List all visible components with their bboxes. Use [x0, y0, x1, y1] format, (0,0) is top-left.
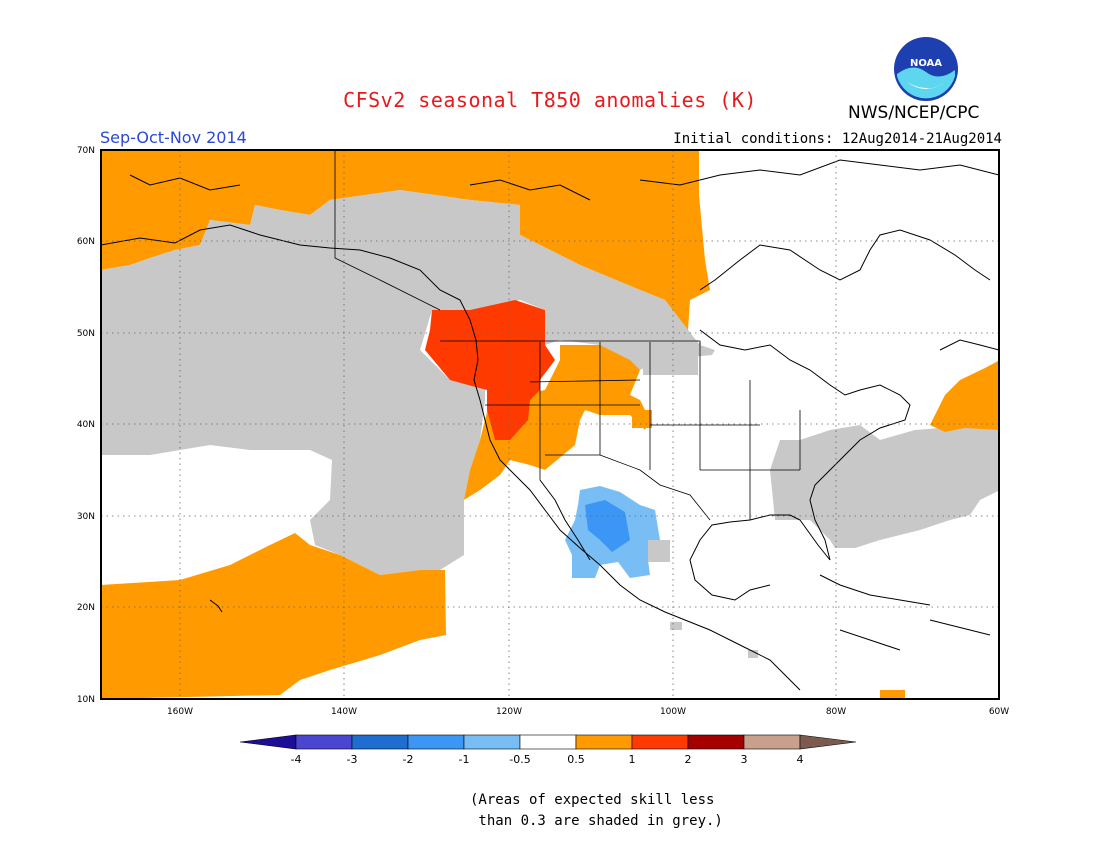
lat-label: 60N	[77, 237, 95, 247]
map-title: CFSv2 seasonal T850 anomalies (K)	[343, 88, 757, 112]
legend-tick-label: -0.5	[509, 753, 530, 766]
legend-tick-label: -1	[459, 753, 470, 766]
lat-label: 70N	[77, 146, 95, 156]
skill-footnote: (Areas of expected skill less than 0.3 a…	[470, 790, 723, 832]
legend-tick-label: -3	[347, 753, 358, 766]
lon-label: 60W	[989, 707, 1009, 717]
legend-tick-label: 3	[741, 753, 748, 766]
orange-region-subtropics	[101, 533, 446, 699]
legend-swatch	[295, 734, 353, 750]
footnote-line-2: than 0.3 are shaded in grey.)	[470, 813, 723, 829]
season-label: Sep-Oct-Nov 2014	[100, 128, 247, 147]
anomaly-shading	[101, 150, 999, 699]
orange-region-west-us	[464, 345, 650, 500]
legend-tick-label: 0.5	[567, 753, 585, 766]
grey-patch-caribbean	[748, 650, 758, 658]
lon-label: 140W	[331, 707, 357, 717]
legend-swatch-lowest	[239, 734, 297, 750]
anomaly-map: 70N 60N 50N 40N 30N 20N 10N 160W 140W 12…	[77, 146, 1009, 766]
legend-swatch	[631, 734, 689, 750]
legend-tick-label: -2	[403, 753, 414, 766]
legend-tick-label: -4	[291, 753, 302, 766]
agency-label: NWS/NCEP/CPC	[848, 103, 980, 123]
legend-swatch	[575, 734, 633, 750]
legend-tick-label: 4	[797, 753, 804, 766]
legend-swatch	[519, 734, 577, 750]
orange-patch-plains	[632, 410, 652, 428]
lat-label: 40N	[77, 420, 95, 430]
lat-label: 50N	[77, 329, 95, 339]
legend-swatch	[743, 734, 801, 750]
legend-swatch-highest	[799, 734, 857, 750]
blue2-region-mexico	[585, 500, 630, 552]
legend-swatch	[687, 734, 745, 750]
lat-label: 10N	[77, 695, 95, 705]
legend-swatch	[463, 734, 521, 750]
graticule	[101, 150, 999, 699]
orange-patch-south	[880, 690, 905, 699]
orange-region-alaska	[101, 150, 710, 330]
initial-conditions: Initial conditions: 12Aug2014-21Aug2014	[673, 131, 1002, 147]
legend-swatch	[351, 734, 409, 750]
footnote-line-1: (Areas of expected skill less	[470, 792, 715, 808]
lat-label: 30N	[77, 512, 95, 522]
lon-label: 120W	[496, 707, 522, 717]
noaa-logo-text: NOAA	[910, 58, 942, 69]
lon-label: 160W	[167, 707, 193, 717]
lon-label: 80W	[826, 707, 846, 717]
grey-patch-central-america	[670, 622, 682, 630]
axis-labels: 70N 60N 50N 40N 30N 20N 10N 160W 140W 12…	[77, 146, 1009, 717]
color-legend: -4 -3 -2 -1 -0.5 0.5 1 2 3 4	[239, 734, 857, 766]
lat-label: 20N	[77, 603, 95, 613]
grey-patch-mexico	[648, 540, 670, 562]
legend-tick-label: 1	[629, 753, 636, 766]
lon-label: 100W	[660, 707, 686, 717]
grey-patch-plains	[643, 340, 698, 375]
political-borders	[334, 150, 801, 521]
orange-region-atlantic	[930, 360, 999, 432]
map-frame	[100, 149, 1000, 700]
legend-swatch	[407, 734, 465, 750]
legend-tick-label: 2	[685, 753, 692, 766]
noaa-logo: NOAA	[894, 37, 958, 101]
grey-region-pacific	[101, 190, 715, 575]
